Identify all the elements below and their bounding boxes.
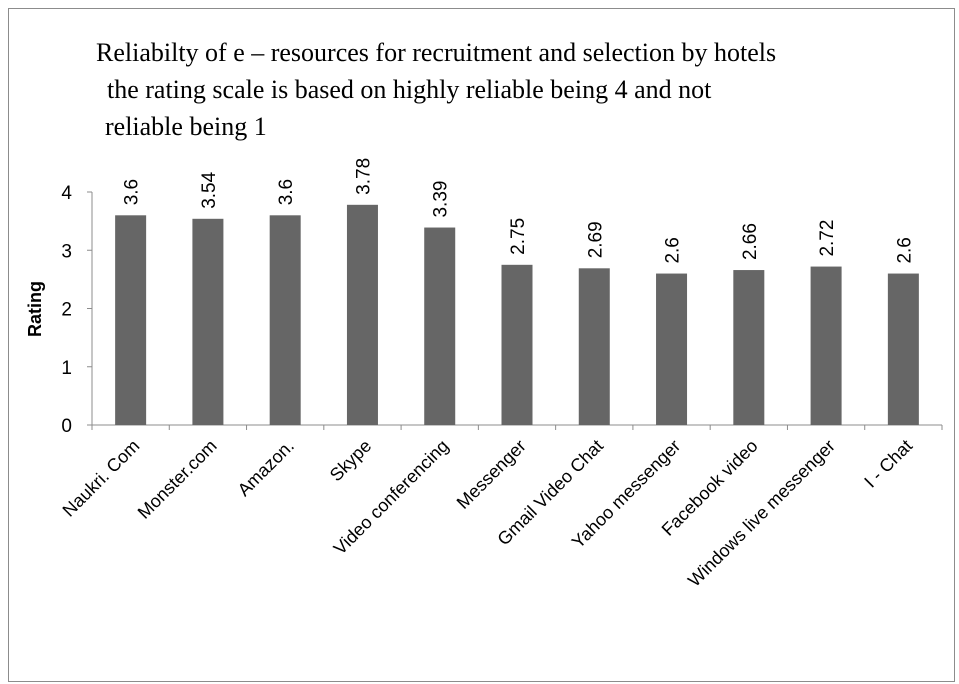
- y-tick-label: 1: [61, 358, 72, 379]
- data-label: 2.6: [663, 237, 684, 263]
- chart-title: Reliabilty of e – resources for recruitm…: [96, 34, 956, 145]
- data-labels: 3.6 3.54 3.6 3.78 3.39 2.75 2.69 2.6 2.66 2.72 2.6: [122, 158, 916, 264]
- bar: [424, 227, 456, 425]
- bar: [656, 273, 688, 425]
- category-label: I - Chat: [860, 436, 916, 492]
- data-label: 3.6: [276, 179, 297, 205]
- bar: [501, 264, 533, 425]
- category-label: Monster.com: [134, 436, 221, 523]
- bars: [115, 204, 919, 425]
- chart-frame: [8, 8, 955, 682]
- y-tick-label: 0: [61, 416, 72, 437]
- data-label: 2.72: [817, 220, 838, 257]
- data-label: 3.6: [122, 179, 143, 205]
- data-label: 2.75: [508, 218, 529, 255]
- y-axis-label: Rating: [25, 281, 45, 337]
- data-label: 2.6: [894, 237, 915, 263]
- x-axis: [91, 424, 943, 430]
- bar: [810, 266, 842, 425]
- bar: [733, 270, 765, 425]
- bar: [346, 204, 378, 425]
- y-axis: 0 1 2 3 4: [61, 183, 93, 437]
- data-label: 3.78: [353, 158, 374, 195]
- y-tick-label: 2: [61, 300, 72, 321]
- bar: [115, 215, 147, 425]
- category-label: Naukri. Com: [59, 436, 144, 521]
- category-label: Skype: [326, 436, 376, 486]
- category-label: Amazon.: [234, 436, 298, 500]
- bar: [887, 273, 919, 425]
- category-label: Messenger: [453, 436, 530, 513]
- chart-title-line-2: the rating scale is based on highly reli…: [107, 75, 712, 104]
- chart-title-line-1: Reliabilty of e – resources for recruitm…: [96, 38, 777, 67]
- data-label: 3.54: [199, 171, 220, 208]
- data-label: 3.39: [431, 181, 452, 218]
- category-label: Windows live messenger: [684, 436, 839, 591]
- data-label: 2.66: [740, 223, 761, 260]
- bar: [269, 215, 301, 425]
- chart-title-line-3: reliable being 1: [105, 112, 267, 141]
- y-tick-label: 3: [61, 241, 72, 262]
- bar: [578, 268, 610, 425]
- data-label: 2.69: [585, 221, 606, 258]
- bar: [192, 218, 224, 425]
- y-tick-label: 4: [61, 183, 72, 204]
